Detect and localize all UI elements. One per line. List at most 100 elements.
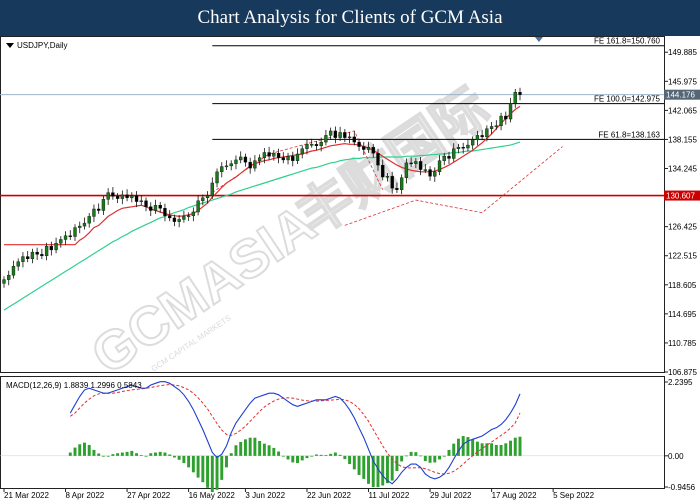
- candle[interactable]: [272, 149, 276, 161]
- candle[interactable]: [381, 159, 385, 181]
- candle[interactable]: [158, 201, 162, 213]
- candle[interactable]: [106, 188, 110, 205]
- candle[interactable]: [130, 192, 134, 203]
- candle[interactable]: [210, 177, 214, 199]
- candle[interactable]: [44, 242, 49, 261]
- candle[interactable]: [286, 152, 290, 165]
- candle[interactable]: [428, 166, 432, 181]
- candle[interactable]: [404, 158, 409, 184]
- candle[interactable]: [333, 126, 338, 144]
- candle[interactable]: [201, 194, 205, 206]
- candle[interactable]: [7, 270, 11, 286]
- candle[interactable]: [2, 276, 6, 288]
- candle[interactable]: [68, 230, 72, 240]
- candle[interactable]: [385, 172, 390, 182]
- candle[interactable]: [338, 126, 342, 141]
- candle[interactable]: [281, 152, 285, 164]
- candle[interactable]: [466, 139, 470, 152]
- candle[interactable]: [59, 236, 63, 248]
- candle[interactable]: [49, 241, 54, 256]
- candle[interactable]: [357, 138, 361, 152]
- candle[interactable]: [276, 148, 281, 164]
- candle[interactable]: [134, 191, 139, 208]
- candle[interactable]: [414, 158, 418, 169]
- candle[interactable]: [504, 111, 508, 125]
- candle[interactable]: [324, 129, 328, 146]
- candle[interactable]: [82, 217, 87, 230]
- candle[interactable]: [300, 145, 304, 159]
- shift-marker-icon[interactable]: [534, 37, 543, 42]
- candle[interactable]: [310, 138, 314, 148]
- candle[interactable]: [125, 189, 129, 202]
- candle[interactable]: [239, 151, 243, 164]
- candle[interactable]: [40, 248, 44, 260]
- candle[interactable]: [442, 152, 446, 166]
- candle[interactable]: [163, 203, 167, 222]
- candle[interactable]: [305, 139, 309, 155]
- candle[interactable]: [508, 97, 513, 123]
- candle[interactable]: [470, 136, 475, 150]
- candle[interactable]: [352, 131, 356, 146]
- candle[interactable]: [291, 151, 295, 167]
- candle[interactable]: [347, 132, 352, 144]
- candle[interactable]: [11, 260, 16, 279]
- candle[interactable]: [319, 137, 323, 152]
- candle[interactable]: [186, 212, 191, 221]
- candle[interactable]: [63, 231, 68, 246]
- candle[interactable]: [191, 207, 196, 222]
- candle[interactable]: [262, 148, 267, 164]
- candle[interactable]: [115, 193, 120, 204]
- candle[interactable]: [101, 195, 106, 215]
- candle[interactable]: [205, 191, 210, 204]
- candle[interactable]: [153, 199, 158, 214]
- candle[interactable]: [452, 143, 456, 162]
- candle[interactable]: [499, 112, 503, 131]
- candle[interactable]: [16, 258, 20, 271]
- candle[interactable]: [399, 174, 404, 195]
- candle[interactable]: [21, 252, 25, 268]
- candle[interactable]: [111, 187, 115, 200]
- candle[interactable]: [461, 142, 465, 154]
- candle[interactable]: [489, 122, 494, 135]
- candle[interactable]: [253, 155, 257, 172]
- usdjpy-daily-chart[interactable]: GCMASIA 丰财国际 GCM CAPITAL MARKETS FE 161.…: [0, 36, 700, 500]
- candle[interactable]: [423, 164, 427, 173]
- candle[interactable]: [54, 237, 58, 254]
- candle[interactable]: [409, 157, 413, 167]
- candle[interactable]: [87, 213, 91, 228]
- candle[interactable]: [314, 140, 319, 151]
- candle[interactable]: [376, 148, 380, 171]
- candle[interactable]: [418, 156, 423, 176]
- candle[interactable]: [229, 160, 233, 171]
- candle[interactable]: [139, 195, 143, 205]
- candle[interactable]: [362, 142, 366, 156]
- candle[interactable]: [215, 168, 219, 188]
- candle[interactable]: [447, 151, 451, 165]
- candle[interactable]: [144, 197, 148, 212]
- candle[interactable]: [220, 162, 224, 178]
- candle[interactable]: [182, 210, 186, 223]
- candle[interactable]: [295, 148, 300, 165]
- candle[interactable]: [371, 143, 375, 158]
- candle[interactable]: [390, 171, 394, 194]
- candle[interactable]: [475, 130, 480, 146]
- candle[interactable]: [78, 221, 82, 234]
- candle[interactable]: [437, 155, 442, 176]
- candle[interactable]: [243, 153, 248, 167]
- candle[interactable]: [26, 251, 30, 263]
- candle[interactable]: [518, 87, 522, 101]
- candle[interactable]: [234, 155, 238, 170]
- candle[interactable]: [149, 202, 153, 217]
- candle[interactable]: [257, 154, 262, 166]
- candle[interactable]: [196, 195, 200, 216]
- candle[interactable]: [248, 157, 252, 174]
- candle[interactable]: [267, 146, 271, 160]
- candle[interactable]: [494, 120, 498, 130]
- candle[interactable]: [30, 248, 35, 264]
- candle[interactable]: [433, 167, 437, 182]
- candle[interactable]: [480, 129, 484, 141]
- candle[interactable]: [120, 190, 125, 205]
- candle[interactable]: [177, 214, 181, 228]
- candle[interactable]: [485, 125, 489, 142]
- candle[interactable]: [97, 203, 101, 214]
